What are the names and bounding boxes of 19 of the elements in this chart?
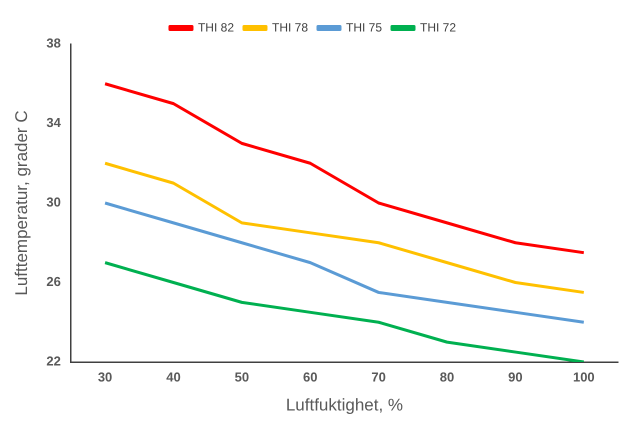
x-tick-label: 30 <box>98 369 112 384</box>
x-tick-label: 100 <box>572 369 595 384</box>
x-axis-title: Luftfuktighet, % <box>286 395 404 414</box>
y-tick-label: 22 <box>46 354 61 369</box>
x-tick-label: 80 <box>440 369 454 384</box>
x-tick-label: 60 <box>303 369 318 384</box>
x-tick-label: 70 <box>371 369 386 384</box>
y-tick-label: 38 <box>46 36 61 51</box>
legend-label: THI 75 <box>346 20 382 34</box>
legend-label: THI 78 <box>272 20 308 34</box>
legend-label: THI 72 <box>420 20 456 34</box>
y-tick-label: 34 <box>46 115 62 130</box>
legend-label: THI 82 <box>198 20 234 34</box>
y-tick-label: 26 <box>46 274 61 290</box>
x-tick-label: 40 <box>166 369 181 384</box>
x-tick-label: 90 <box>508 369 523 384</box>
x-tick-label: 50 <box>234 369 250 384</box>
y-tick-label: 30 <box>46 194 61 210</box>
y-axis-title: Lufttemperatur, grader C <box>12 110 31 296</box>
